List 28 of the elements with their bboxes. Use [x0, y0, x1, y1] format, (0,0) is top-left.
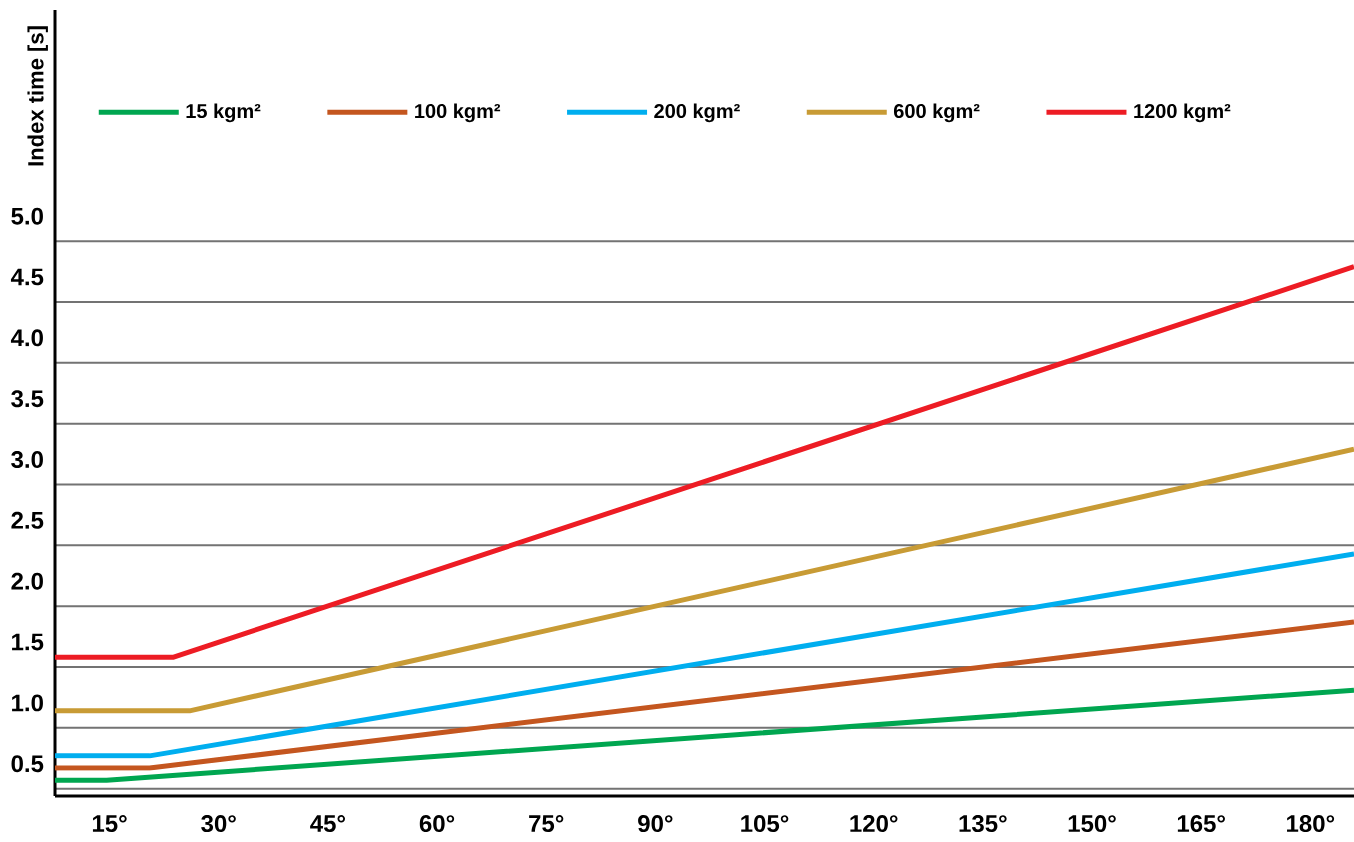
x-tick-label: 165° — [1177, 815, 1225, 833]
x-tick-label: 150° — [1068, 815, 1116, 833]
y-tick-label: 5.0 — [11, 207, 43, 225]
y-tick-label: 2.0 — [11, 572, 43, 590]
x-tick-label: 90° — [638, 815, 673, 833]
x-tick-label: 75° — [529, 815, 564, 832]
x-tick-label: 120° — [850, 815, 898, 833]
x-tick-label: 15° — [92, 815, 127, 832]
x-tick-label: 45° — [310, 815, 346, 832]
y-tick-label: 2.5 — [11, 511, 44, 529]
y-tick-label: 3.5 — [11, 390, 44, 408]
legend-label: 1200 kgm² — [1134, 103, 1231, 123]
y-tick-label: 4.0 — [10, 329, 43, 347]
x-tick-label: 135° — [959, 815, 1007, 833]
x-tick-label: 180° — [1287, 815, 1335, 833]
y-tick-label: 4.5 — [10, 268, 44, 286]
legend-label: 15 kgm² — [186, 103, 261, 123]
y-tick-label: 1.0 — [12, 694, 43, 712]
legend-label: 200 kgm² — [654, 103, 740, 123]
x-tick-label: 105° — [741, 815, 789, 833]
y-tick-label: 0.5 — [11, 755, 44, 773]
legend-label: 600 kgm² — [893, 103, 980, 123]
x-tick-label: 30° — [201, 815, 236, 833]
legend-label: 100 kgm² — [415, 103, 501, 123]
y-tick-label: 3.0 — [11, 451, 43, 469]
y-tick-label: 1.5 — [12, 633, 44, 651]
y-axis-title: Index time [s] — [27, 26, 48, 166]
x-tick-label: 60° — [419, 815, 455, 833]
